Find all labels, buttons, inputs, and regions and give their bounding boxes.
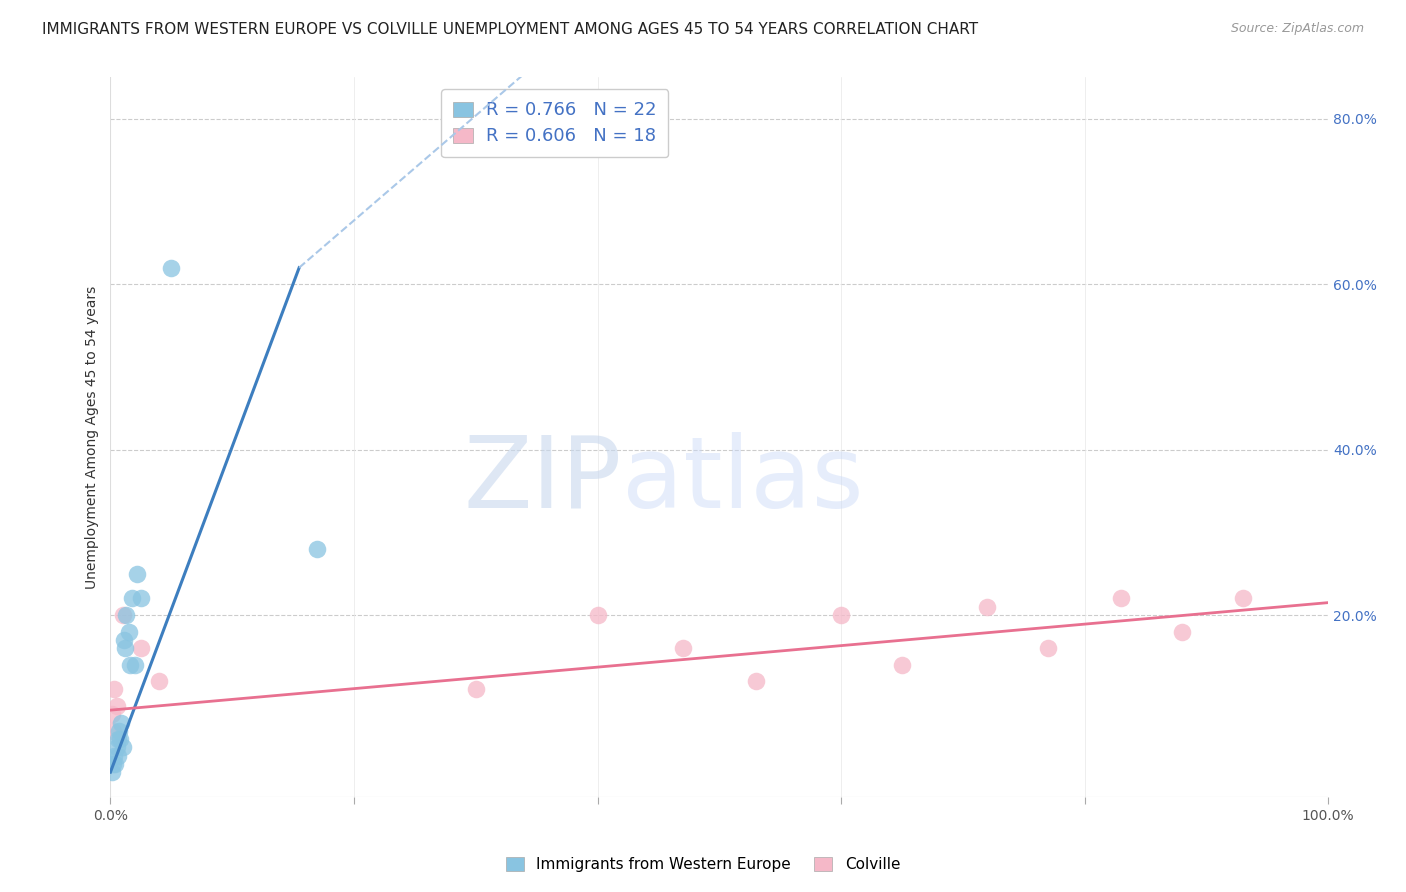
Point bbox=[307, 541, 329, 556]
Point bbox=[101, 756, 124, 771]
Point bbox=[101, 723, 124, 738]
Point bbox=[148, 674, 170, 689]
Point bbox=[103, 682, 125, 697]
Point bbox=[107, 748, 129, 763]
Legend: Immigrants from Western Europe, Colville: Immigrants from Western Europe, Colville bbox=[498, 849, 908, 880]
Legend: R = 0.766   N = 22, R = 0.606   N = 18: R = 0.766 N = 22, R = 0.606 N = 18 bbox=[441, 89, 668, 157]
Point bbox=[891, 657, 914, 672]
Point bbox=[100, 707, 122, 722]
Point bbox=[115, 607, 138, 622]
Point bbox=[111, 607, 134, 622]
Point bbox=[976, 599, 998, 614]
Point bbox=[118, 624, 141, 639]
Point bbox=[100, 765, 122, 780]
Point bbox=[118, 657, 141, 672]
Y-axis label: Unemployment Among Ages 45 to 54 years: Unemployment Among Ages 45 to 54 years bbox=[86, 285, 100, 589]
Point bbox=[112, 632, 135, 647]
Point bbox=[121, 591, 143, 606]
Point bbox=[108, 723, 131, 738]
Point bbox=[105, 698, 128, 713]
Point bbox=[111, 740, 134, 755]
Text: Source: ZipAtlas.com: Source: ZipAtlas.com bbox=[1230, 22, 1364, 36]
Point bbox=[108, 732, 131, 747]
Point bbox=[129, 641, 152, 656]
Point bbox=[105, 740, 128, 755]
Point bbox=[114, 641, 136, 656]
Point bbox=[1109, 591, 1132, 606]
Point bbox=[160, 260, 183, 275]
Point bbox=[1036, 641, 1059, 656]
Point bbox=[745, 674, 768, 689]
Point bbox=[586, 607, 609, 622]
Point bbox=[124, 657, 146, 672]
Text: IMMIGRANTS FROM WESTERN EUROPE VS COLVILLE UNEMPLOYMENT AMONG AGES 45 TO 54 YEAR: IMMIGRANTS FROM WESTERN EUROPE VS COLVIL… bbox=[42, 22, 979, 37]
Point bbox=[1232, 591, 1254, 606]
Point bbox=[672, 641, 695, 656]
Point bbox=[830, 607, 852, 622]
Point bbox=[103, 748, 125, 763]
Point bbox=[127, 566, 149, 581]
Point bbox=[1171, 624, 1194, 639]
Point bbox=[110, 715, 132, 730]
Text: ZIP: ZIP bbox=[464, 432, 621, 529]
Point bbox=[129, 591, 152, 606]
Point bbox=[104, 756, 127, 771]
Text: atlas: atlas bbox=[621, 432, 863, 529]
Point bbox=[464, 682, 486, 697]
Point bbox=[107, 732, 129, 747]
